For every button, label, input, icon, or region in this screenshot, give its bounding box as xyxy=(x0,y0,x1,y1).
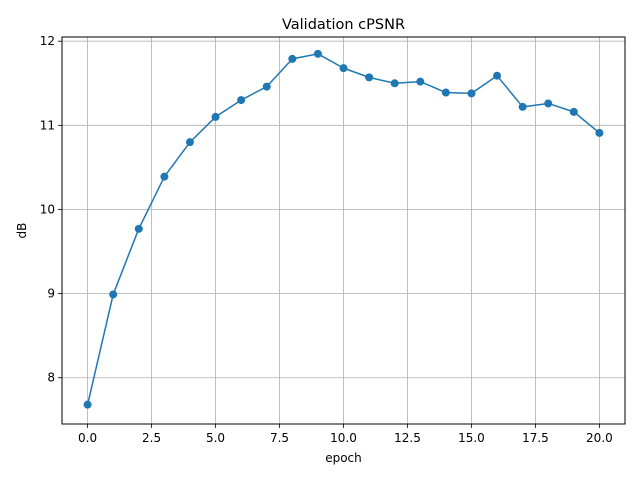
data-point xyxy=(237,96,246,105)
x-tick-label: 5.0 xyxy=(206,431,225,445)
data-point xyxy=(493,71,502,80)
data-point xyxy=(262,82,271,91)
y-tick-label: 12 xyxy=(40,34,55,48)
y-tick-label: 9 xyxy=(47,287,55,301)
data-point xyxy=(160,172,169,181)
data-point xyxy=(569,107,578,116)
x-axis-ticks: 0.0 2.5 5.0 7.5 10.0 12.5 15.0 17.5 20.0 xyxy=(78,424,613,445)
data-point xyxy=(211,112,220,121)
y-axis-label: dB xyxy=(15,223,29,239)
data-point xyxy=(134,224,143,233)
y-axis-ticks: 8 9 10 11 12 xyxy=(40,34,62,385)
x-tick-label: 12.5 xyxy=(394,431,421,445)
x-tick-label: 10.0 xyxy=(330,431,357,445)
y-tick-label: 8 xyxy=(47,371,55,385)
x-tick-label: 15.0 xyxy=(458,431,485,445)
data-point xyxy=(518,102,527,111)
data-point xyxy=(595,128,604,137)
x-tick-label: 20.0 xyxy=(586,431,613,445)
data-point xyxy=(313,49,322,58)
x-tick-label: 7.5 xyxy=(270,431,289,445)
data-point xyxy=(365,73,374,82)
y-tick-label: 10 xyxy=(40,202,55,216)
x-tick-label: 17.5 xyxy=(522,431,549,445)
x-tick-label: 0.0 xyxy=(78,431,97,445)
series-layer xyxy=(83,49,604,409)
data-point xyxy=(288,54,297,63)
data-point xyxy=(185,138,194,147)
data-point xyxy=(109,290,118,299)
grid xyxy=(62,37,625,424)
data-point xyxy=(441,88,450,97)
data-point xyxy=(390,79,399,88)
data-point xyxy=(83,400,92,409)
data-point xyxy=(544,99,553,108)
x-tick-label: 2.5 xyxy=(142,431,161,445)
data-point xyxy=(339,64,348,73)
data-point xyxy=(416,77,425,86)
chart-title: Validation cPSNR xyxy=(282,17,405,33)
y-tick-label: 11 xyxy=(40,118,55,132)
x-axis-label: epoch xyxy=(325,451,362,465)
data-point xyxy=(467,89,476,98)
